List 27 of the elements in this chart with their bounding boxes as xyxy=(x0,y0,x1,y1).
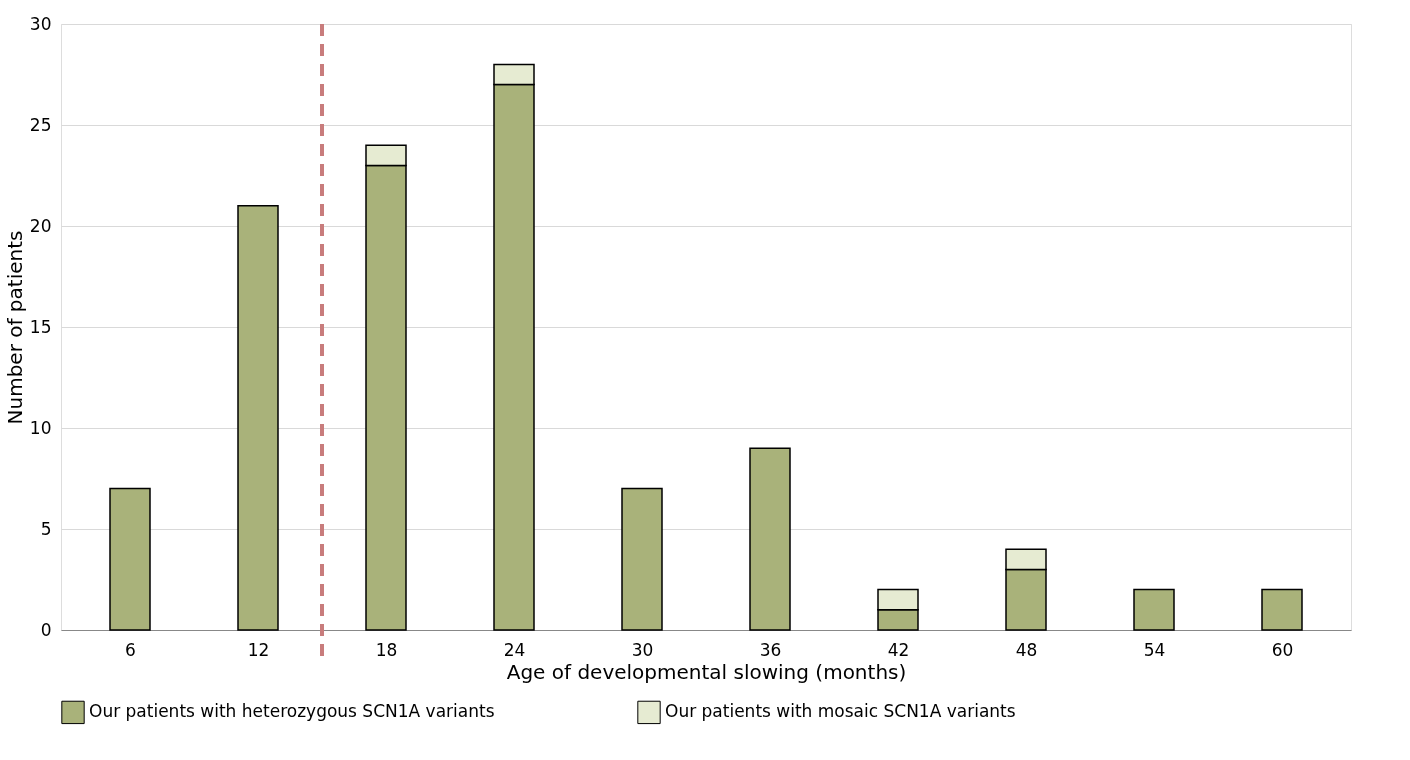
y-tick-label: 0 xyxy=(40,619,52,640)
bar xyxy=(1261,588,1303,631)
legend-label: Our patients with heterozygous SCN1A variants xyxy=(89,701,495,722)
bar xyxy=(749,447,791,631)
y-tick-label: 5 xyxy=(40,518,52,539)
x-axis-title: Age of developmental slowing (months) xyxy=(506,659,907,684)
y-tick-label: 25 xyxy=(29,114,52,135)
x-tick-label: 60 xyxy=(1271,639,1294,660)
bar xyxy=(237,205,279,631)
x-tick-label: 48 xyxy=(1015,639,1038,660)
x-tick-label: 54 xyxy=(1143,639,1166,660)
y-tick-label: 30 xyxy=(29,13,52,34)
x-tick-label: 18 xyxy=(375,639,398,660)
bar xyxy=(109,487,151,631)
y-axis-title: Number of patients xyxy=(2,230,27,425)
x-tick-label: 12 xyxy=(247,639,270,660)
bar xyxy=(621,487,663,631)
y-tick-label: 20 xyxy=(29,215,52,236)
x-tick-label: 42 xyxy=(887,639,910,660)
legend-label: Our patients with mosaic SCN1A variants xyxy=(665,701,1016,722)
x-tick-label: 24 xyxy=(503,639,526,660)
x-tick-label: 30 xyxy=(631,639,654,660)
y-tick-label: 10 xyxy=(29,417,52,438)
x-tick-label: 36 xyxy=(759,639,782,660)
y-tick-label: 15 xyxy=(29,316,52,337)
x-tick-label: 6 xyxy=(125,639,136,660)
bar xyxy=(1133,588,1175,631)
